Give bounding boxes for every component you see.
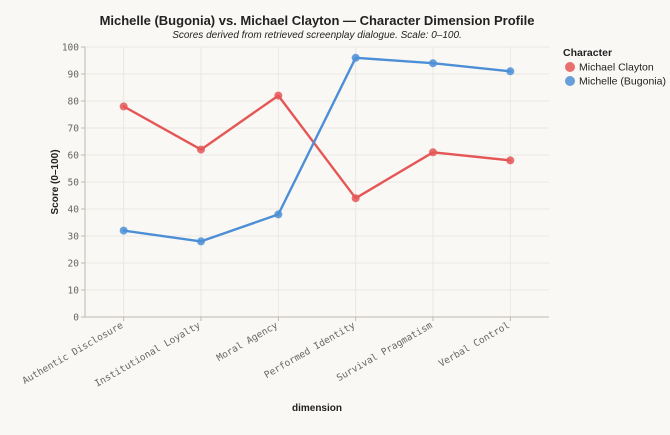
y-tick-label: 0: [73, 313, 79, 324]
y-tick-label: 30: [68, 232, 80, 243]
x-axis-title: dimension: [292, 403, 342, 414]
y-tick-label: 90: [68, 70, 80, 81]
legend-title: Character: [563, 47, 612, 59]
data-point-michelle-bugonia: [119, 226, 128, 235]
legend-swatch: [565, 62, 575, 72]
data-point-michael-clayton: [119, 102, 128, 111]
data-point-michael-clayton: [197, 145, 205, 154]
data-point-michael-clayton: [506, 156, 515, 165]
y-axis-title: Score (0–100): [50, 149, 61, 214]
data-point-michael-clayton: [274, 91, 283, 100]
x-tick-label: Moral Agency: [215, 320, 280, 364]
legend-swatch: [565, 76, 575, 86]
y-tick-label: 70: [68, 124, 80, 135]
chart-title: Michelle (Bugonia) vs. Michael Clayton —…: [100, 13, 535, 28]
y-tick-label: 10: [68, 286, 80, 297]
series-line-michelle-bugonia: [122, 56, 512, 243]
y-tick-label: 60: [68, 151, 80, 162]
data-point-michelle-bugonia: [274, 210, 283, 219]
y-tick-label: 50: [68, 178, 80, 189]
y-tick-label: 80: [68, 97, 80, 108]
data-point-michael-clayton: [351, 194, 360, 203]
y-tick-label: 100: [62, 43, 79, 54]
x-tick-label: Verbal Control: [437, 320, 512, 370]
legend-label: Michelle (Bugonia): [579, 76, 666, 88]
legend: Character Michael Clayton Michelle (Bugon…: [563, 47, 666, 88]
data-point-michelle-bugonia: [429, 59, 437, 68]
data-point-michelle-bugonia: [506, 67, 515, 76]
y-tick-label: 20: [68, 259, 80, 270]
data-point-michelle-bugonia: [351, 53, 360, 62]
data-point-michael-clayton: [429, 148, 437, 157]
y-tick-label: 40: [68, 205, 80, 216]
chart-subtitle: Scores derived from retrieved screenplay…: [172, 30, 462, 41]
legend-label: Michael Clayton: [579, 62, 654, 74]
series-line-michael-clayton: [122, 94, 512, 200]
data-point-michelle-bugonia: [197, 237, 205, 246]
